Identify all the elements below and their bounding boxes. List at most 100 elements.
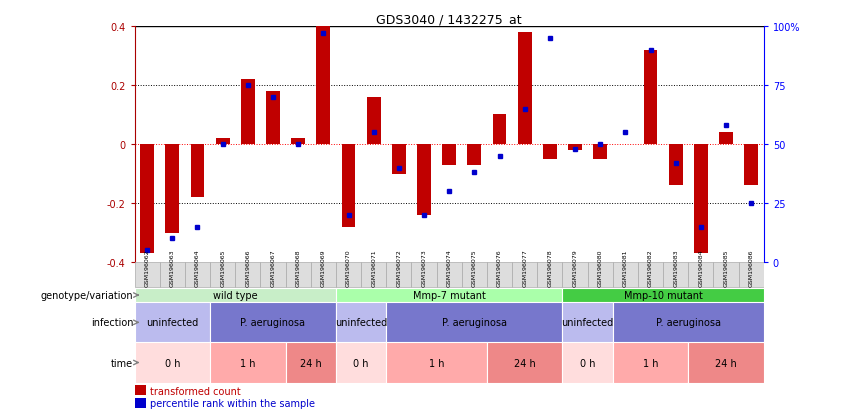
- Bar: [487, 343, 562, 383]
- Bar: [336, 288, 562, 303]
- Text: transformed count: transformed count: [150, 386, 241, 396]
- Text: GSM196076: GSM196076: [497, 249, 502, 287]
- Text: GSM196080: GSM196080: [598, 249, 602, 287]
- Text: GSM196067: GSM196067: [271, 249, 275, 287]
- Text: GSM196083: GSM196083: [674, 249, 678, 287]
- Bar: [135, 385, 146, 395]
- Bar: [317, 27, 330, 145]
- Text: time: time: [111, 358, 134, 368]
- Bar: [386, 343, 487, 383]
- Text: GSM196082: GSM196082: [648, 249, 653, 287]
- Bar: [493, 115, 506, 145]
- Text: 0 h: 0 h: [580, 358, 595, 368]
- Title: GDS3040 / 1432275_at: GDS3040 / 1432275_at: [377, 13, 522, 26]
- Bar: [336, 303, 386, 343]
- Bar: [241, 80, 254, 145]
- Bar: [512, 263, 537, 287]
- Text: GSM196063: GSM196063: [170, 249, 174, 287]
- Bar: [141, 145, 154, 254]
- Bar: [185, 263, 210, 287]
- Text: GSM196075: GSM196075: [472, 249, 477, 287]
- Bar: [266, 92, 279, 145]
- Bar: [644, 50, 657, 145]
- Bar: [392, 145, 405, 174]
- Bar: [613, 303, 764, 343]
- Text: 0 h: 0 h: [353, 358, 369, 368]
- Bar: [135, 398, 146, 408]
- Bar: [745, 145, 758, 186]
- Bar: [638, 263, 663, 287]
- Bar: [386, 303, 562, 343]
- Bar: [386, 263, 411, 287]
- Bar: [286, 263, 311, 287]
- Bar: [135, 263, 160, 287]
- Bar: [437, 263, 462, 287]
- Text: GSM196077: GSM196077: [523, 249, 527, 287]
- Text: GSM196084: GSM196084: [699, 249, 703, 287]
- Bar: [468, 145, 481, 165]
- Bar: [216, 139, 229, 145]
- Text: 1 h: 1 h: [429, 358, 444, 368]
- Bar: [562, 263, 588, 287]
- Bar: [487, 263, 512, 287]
- Text: GSM196086: GSM196086: [749, 249, 753, 287]
- Text: GSM196079: GSM196079: [573, 249, 577, 287]
- Text: uninfected: uninfected: [146, 318, 199, 328]
- Bar: [286, 343, 336, 383]
- Bar: [135, 343, 210, 383]
- Text: GSM196078: GSM196078: [548, 249, 552, 287]
- Text: 24 h: 24 h: [715, 358, 737, 368]
- Bar: [688, 263, 713, 287]
- Text: GSM196074: GSM196074: [447, 249, 451, 287]
- Bar: [688, 343, 764, 383]
- Bar: [562, 343, 613, 383]
- Bar: [336, 343, 386, 383]
- Bar: [462, 263, 487, 287]
- Bar: [613, 343, 688, 383]
- Text: 0 h: 0 h: [165, 358, 180, 368]
- Bar: [292, 139, 305, 145]
- Text: wild type: wild type: [213, 290, 258, 300]
- Text: GSM196068: GSM196068: [296, 249, 300, 287]
- Text: 1 h: 1 h: [643, 358, 658, 368]
- Text: percentile rank within the sample: percentile rank within the sample: [150, 398, 315, 408]
- Bar: [166, 145, 179, 233]
- Bar: [713, 263, 739, 287]
- Bar: [562, 288, 764, 303]
- Bar: [537, 263, 562, 287]
- Text: GSM196066: GSM196066: [246, 249, 250, 287]
- Bar: [210, 263, 235, 287]
- Bar: [669, 145, 682, 186]
- Text: GSM196072: GSM196072: [397, 249, 401, 287]
- Bar: [720, 133, 733, 145]
- Text: Mmp-7 mutant: Mmp-7 mutant: [413, 290, 485, 300]
- Text: 24 h: 24 h: [299, 358, 322, 368]
- Bar: [361, 263, 386, 287]
- Text: GSM196065: GSM196065: [220, 249, 225, 287]
- Bar: [543, 145, 556, 159]
- Bar: [160, 263, 185, 287]
- Bar: [235, 263, 260, 287]
- Bar: [342, 145, 355, 227]
- Text: Mmp-10 mutant: Mmp-10 mutant: [624, 290, 702, 300]
- Bar: [739, 263, 764, 287]
- Bar: [311, 263, 336, 287]
- Text: GSM196070: GSM196070: [346, 249, 351, 287]
- Bar: [210, 343, 286, 383]
- Text: 1 h: 1 h: [240, 358, 255, 368]
- Bar: [135, 303, 210, 343]
- Text: P. aeruginosa: P. aeruginosa: [240, 318, 306, 328]
- Text: uninfected: uninfected: [562, 318, 614, 328]
- Text: uninfected: uninfected: [335, 318, 387, 328]
- Bar: [443, 145, 456, 165]
- Bar: [135, 288, 336, 303]
- Text: GSM196073: GSM196073: [422, 249, 426, 287]
- Text: genotype/variation: genotype/variation: [41, 290, 134, 300]
- Text: P. aeruginosa: P. aeruginosa: [442, 318, 507, 328]
- Text: GSM196085: GSM196085: [724, 249, 728, 287]
- Text: GSM196081: GSM196081: [623, 249, 628, 287]
- Bar: [518, 33, 531, 145]
- Bar: [418, 145, 431, 215]
- Text: GSM196071: GSM196071: [372, 249, 376, 287]
- Text: 24 h: 24 h: [514, 358, 536, 368]
